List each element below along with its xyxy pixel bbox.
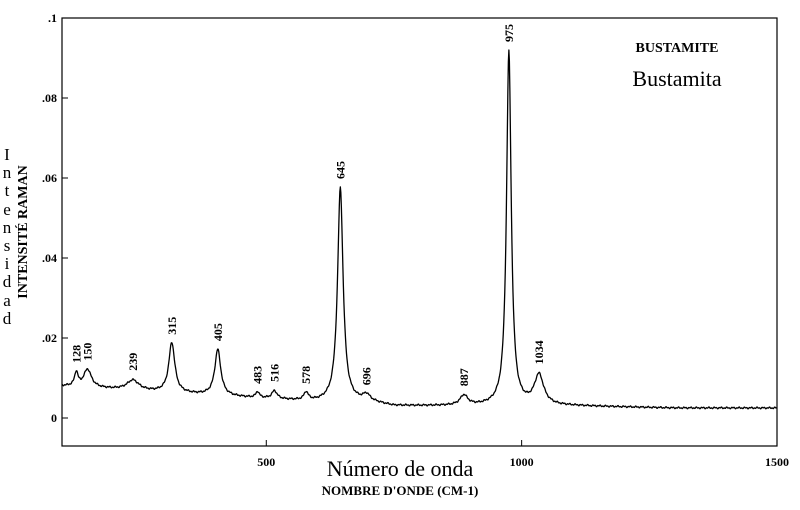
y-axis-label-es-char: d [2,272,12,292]
y-axis-ticks: 0 .02 .04 .06 .08 .1 [42,11,68,425]
peak-label: 483 [251,366,265,384]
y-tick-label: 0 [51,411,57,425]
peak-label: 696 [359,367,373,385]
peak-label: 128 [69,345,83,363]
peak-label: 1034 [532,340,546,364]
peak-label: 578 [299,366,313,384]
peak-label: 975 [502,24,516,42]
y-axis-label-es-char: i [4,254,10,274]
x-axis-ticks: 500 1000 1500 [257,440,789,469]
peak-label: 315 [165,317,179,335]
peak-label: 150 [81,343,95,361]
peak-label: 405 [211,323,225,341]
peak-label: 887 [457,368,471,386]
chart-subtitle: Bustamita [632,66,721,91]
spectrum-line [61,49,778,410]
x-tick-label: 1500 [765,455,789,469]
y-tick-label: .1 [48,11,57,25]
plot-frame [61,17,778,447]
y-axis-label-es-char: t [4,181,10,201]
peak-label: 516 [267,364,281,382]
y-axis-label-es-char: e [3,199,11,219]
y-tick-label: .02 [42,331,57,345]
y-axis-label-es-char: a [3,290,11,310]
y-tick-label: .08 [42,91,57,105]
y-axis-label-es-char: s [3,236,11,255]
x-axis-label: NOMBRE D'ONDE (CM-1) [322,483,479,498]
chart-title: BUSTAMITE [636,41,719,56]
y-tick-label: .06 [42,171,57,185]
x-tick-label: 1000 [510,455,534,469]
y-axis-label-es-char: d [2,308,12,328]
y-axis-label: INTENSITÉ RAMAN [14,165,31,298]
y-axis-label-es-char: n [2,163,12,183]
y-axis-label-es-char: I [4,145,10,164]
peak-label: 239 [126,353,140,371]
x-axis-label-es: Número de onda [327,456,474,481]
y-tick-label: .04 [42,251,57,265]
y-axis-label-es-char: n [2,217,12,237]
peak-label: 645 [333,161,347,179]
x-tick-label: 500 [257,455,275,469]
